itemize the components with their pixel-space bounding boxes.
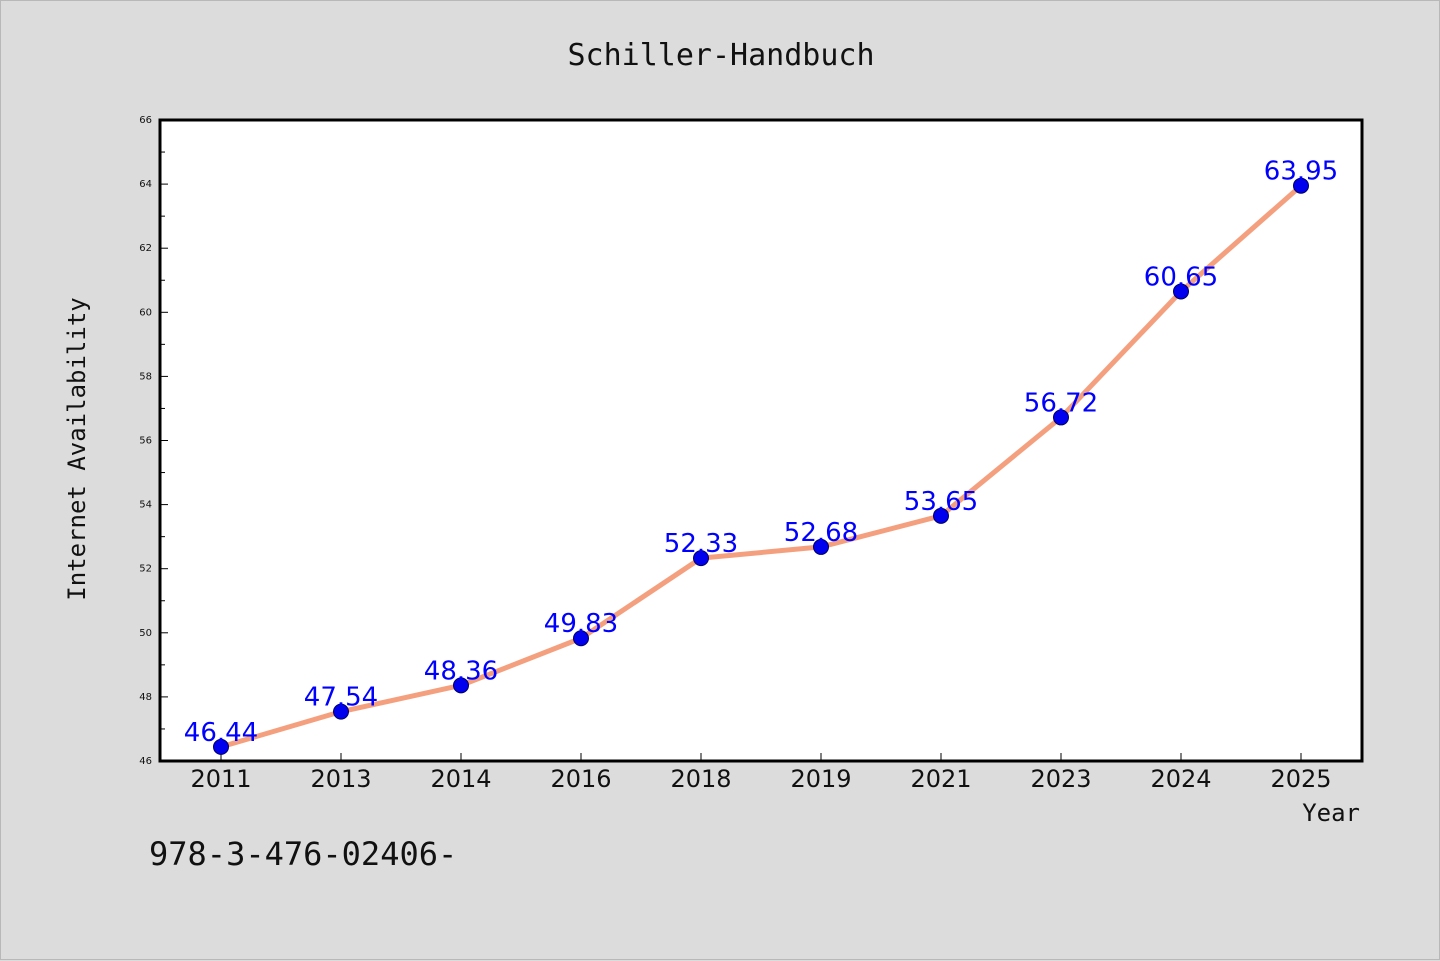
y-tick-label: 64	[139, 179, 152, 190]
series-line	[218, 183, 1304, 750]
data-point	[693, 550, 709, 567]
y-tick-label: 48	[139, 692, 152, 703]
y-tick-label: 58	[139, 371, 152, 382]
data-label: 52.68	[784, 518, 858, 548]
y-tick-label: 62	[139, 243, 152, 254]
x-tick-label: 2023	[1030, 765, 1091, 793]
x-tick-label: 2019	[790, 765, 851, 793]
data-label: 56.72	[1024, 388, 1098, 418]
data-point	[1173, 283, 1189, 300]
x-tick-label: 2013	[310, 765, 371, 793]
data-label: 49.83	[544, 609, 618, 639]
y-tick-label: 52	[139, 564, 152, 575]
y-tick-label: 60	[139, 307, 152, 318]
x-axis: 2011 2013 2014 2016 2018 2019 2021 2023 2024 2025	[190, 753, 1332, 793]
data-label: 52.33	[664, 529, 738, 559]
x-tick-label: 2016	[550, 765, 611, 793]
data-point	[453, 677, 469, 694]
data-point	[813, 538, 829, 555]
isbn-annotation: 978-3-476-02406-	[149, 835, 457, 873]
plot-area	[158, 118, 1364, 763]
data-label: 48.36	[424, 656, 498, 686]
data-label: 63.95	[1264, 157, 1338, 187]
data-point	[933, 507, 949, 524]
x-tick-label: 2014	[430, 765, 491, 793]
y-tick-label: 50	[139, 628, 152, 639]
data-label: 53.65	[904, 487, 978, 517]
data-point	[1053, 409, 1069, 426]
x-tick-label: 2011	[190, 765, 251, 793]
y-axis: 46 48 50 52 54 56 58 60 62 64 66	[139, 115, 168, 767]
y-tick-label: 54	[139, 500, 152, 511]
y-tick-label: 46	[139, 756, 152, 767]
data-point	[333, 703, 349, 720]
y-axis-label: Internet Availability	[63, 297, 91, 600]
x-tick-label: 2024	[1150, 765, 1211, 793]
data-point	[1293, 177, 1309, 194]
data-label: 60.65	[1144, 262, 1218, 292]
x-axis-label: Year	[1302, 799, 1360, 827]
series-layer	[213, 177, 1309, 755]
x-tick-label: 2018	[670, 765, 731, 793]
data-label: 47.54	[304, 683, 378, 713]
data-point	[573, 630, 589, 647]
data-point	[213, 738, 229, 755]
x-tick-label: 2021	[910, 765, 971, 793]
data-label: 46.44	[184, 718, 258, 748]
x-tick-label: 2025	[1270, 765, 1331, 793]
y-tick-label: 66	[139, 115, 152, 126]
y-tick-label: 56	[139, 436, 152, 447]
chart-title: Schiller-Handbuch	[567, 38, 874, 73]
data-labels: 46.44 47.54 48.36 49.83 52.33 52.68 53.65 56.72…	[184, 157, 1338, 748]
